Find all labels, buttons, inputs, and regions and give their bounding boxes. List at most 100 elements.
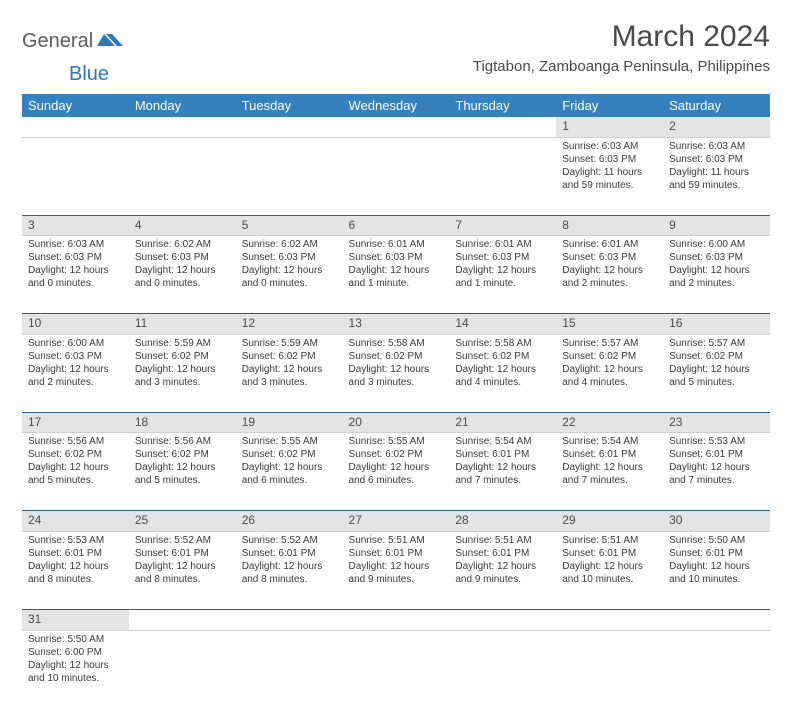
- day-content-cell: Sunrise: 5:59 AM Sunset: 6:02 PM Dayligh…: [236, 334, 343, 412]
- day-content-cell: Sunrise: 5:51 AM Sunset: 6:01 PM Dayligh…: [449, 531, 556, 609]
- day-info: Sunrise: 5:58 AM Sunset: 6:02 PM Dayligh…: [349, 337, 444, 389]
- day-info: Sunrise: 5:53 AM Sunset: 6:01 PM Dayligh…: [669, 435, 764, 487]
- location: Tigtabon, Zamboanga Peninsula, Philippin…: [473, 58, 770, 75]
- day-content-cell: Sunrise: 5:58 AM Sunset: 6:02 PM Dayligh…: [449, 334, 556, 412]
- day-content-cell: Sunrise: 6:02 AM Sunset: 6:03 PM Dayligh…: [236, 236, 343, 314]
- content-row: Sunrise: 5:56 AM Sunset: 6:02 PM Dayligh…: [22, 433, 770, 511]
- calendar-table: Sunday Monday Tuesday Wednesday Thursday…: [22, 94, 770, 708]
- day-number-cell: 7: [449, 215, 556, 236]
- content-row: Sunrise: 6:00 AM Sunset: 6:03 PM Dayligh…: [22, 334, 770, 412]
- day-content-cell: Sunrise: 5:59 AM Sunset: 6:02 PM Dayligh…: [129, 334, 236, 412]
- day-content-cell: Sunrise: 5:55 AM Sunset: 6:02 PM Dayligh…: [343, 433, 450, 511]
- day-number-cell: 30: [663, 511, 770, 532]
- day-content-cell: [236, 630, 343, 708]
- day-number-cell: [556, 609, 663, 630]
- day-number-cell: 24: [22, 511, 129, 532]
- day-info: Sunrise: 5:55 AM Sunset: 6:02 PM Dayligh…: [349, 435, 444, 487]
- day-info: Sunrise: 5:50 AM Sunset: 6:00 PM Dayligh…: [28, 633, 123, 685]
- day-content-cell: Sunrise: 5:52 AM Sunset: 6:01 PM Dayligh…: [236, 531, 343, 609]
- weekday-header: Sunday: [22, 94, 129, 117]
- daynum-row: 17181920212223: [22, 412, 770, 433]
- day-number-cell: 3: [22, 215, 129, 236]
- day-info: Sunrise: 5:53 AM Sunset: 6:01 PM Dayligh…: [28, 534, 123, 586]
- month-title: March 2024: [473, 20, 770, 54]
- day-number-cell: 1: [556, 117, 663, 137]
- day-number-cell: [663, 609, 770, 630]
- content-row: Sunrise: 6:03 AM Sunset: 6:03 PM Dayligh…: [22, 137, 770, 215]
- logo-text-blue: Blue: [69, 63, 109, 86]
- day-number-cell: 11: [129, 314, 236, 335]
- day-info: Sunrise: 5:51 AM Sunset: 6:01 PM Dayligh…: [349, 534, 444, 586]
- day-info: Sunrise: 6:01 AM Sunset: 6:03 PM Dayligh…: [455, 238, 550, 290]
- weekday-header-row: Sunday Monday Tuesday Wednesday Thursday…: [22, 94, 770, 117]
- day-number-cell: 27: [343, 511, 450, 532]
- day-info: Sunrise: 5:54 AM Sunset: 6:01 PM Dayligh…: [562, 435, 657, 487]
- day-info: Sunrise: 6:01 AM Sunset: 6:03 PM Dayligh…: [562, 238, 657, 290]
- day-number-cell: 2: [663, 117, 770, 137]
- day-number-cell: [343, 609, 450, 630]
- day-content-cell: Sunrise: 5:56 AM Sunset: 6:02 PM Dayligh…: [129, 433, 236, 511]
- day-content-cell: Sunrise: 5:53 AM Sunset: 6:01 PM Dayligh…: [22, 531, 129, 609]
- day-info: Sunrise: 5:50 AM Sunset: 6:01 PM Dayligh…: [669, 534, 764, 586]
- day-info: Sunrise: 6:03 AM Sunset: 6:03 PM Dayligh…: [669, 140, 764, 192]
- day-number-cell: [236, 117, 343, 137]
- day-info: Sunrise: 5:52 AM Sunset: 6:01 PM Dayligh…: [135, 534, 230, 586]
- day-content-cell: Sunrise: 6:03 AM Sunset: 6:03 PM Dayligh…: [22, 236, 129, 314]
- day-content-cell: Sunrise: 5:51 AM Sunset: 6:01 PM Dayligh…: [556, 531, 663, 609]
- daynum-row: 10111213141516: [22, 314, 770, 335]
- day-number-cell: 31: [22, 609, 129, 630]
- day-number-cell: 22: [556, 412, 663, 433]
- day-info: Sunrise: 5:55 AM Sunset: 6:02 PM Dayligh…: [242, 435, 337, 487]
- weekday-header: Friday: [556, 94, 663, 117]
- day-number-cell: [449, 609, 556, 630]
- weekday-header: Tuesday: [236, 94, 343, 117]
- daynum-row: 3456789: [22, 215, 770, 236]
- day-content-cell: Sunrise: 5:53 AM Sunset: 6:01 PM Dayligh…: [663, 433, 770, 511]
- day-info: Sunrise: 6:03 AM Sunset: 6:03 PM Dayligh…: [562, 140, 657, 192]
- day-info: Sunrise: 5:51 AM Sunset: 6:01 PM Dayligh…: [562, 534, 657, 586]
- day-number-cell: 28: [449, 511, 556, 532]
- day-content-cell: [663, 630, 770, 708]
- day-info: Sunrise: 5:56 AM Sunset: 6:02 PM Dayligh…: [28, 435, 123, 487]
- day-number-cell: 17: [22, 412, 129, 433]
- day-content-cell: [556, 630, 663, 708]
- day-info: Sunrise: 5:58 AM Sunset: 6:02 PM Dayligh…: [455, 337, 550, 389]
- day-number-cell: 20: [343, 412, 450, 433]
- logo: General: [22, 30, 125, 53]
- day-content-cell: Sunrise: 6:03 AM Sunset: 6:03 PM Dayligh…: [556, 137, 663, 215]
- day-info: Sunrise: 5:54 AM Sunset: 6:01 PM Dayligh…: [455, 435, 550, 487]
- day-info: Sunrise: 5:59 AM Sunset: 6:02 PM Dayligh…: [242, 337, 337, 389]
- day-content-cell: [343, 630, 450, 708]
- day-info: Sunrise: 6:00 AM Sunset: 6:03 PM Dayligh…: [669, 238, 764, 290]
- day-info: Sunrise: 6:02 AM Sunset: 6:03 PM Dayligh…: [242, 238, 337, 290]
- day-number-cell: 9: [663, 215, 770, 236]
- day-info: Sunrise: 5:59 AM Sunset: 6:02 PM Dayligh…: [135, 337, 230, 389]
- day-number-cell: 8: [556, 215, 663, 236]
- day-number-cell: 29: [556, 511, 663, 532]
- weekday-header: Saturday: [663, 94, 770, 117]
- day-number-cell: [449, 117, 556, 137]
- day-number-cell: [129, 609, 236, 630]
- day-content-cell: Sunrise: 5:50 AM Sunset: 6:01 PM Dayligh…: [663, 531, 770, 609]
- day-number-cell: 18: [129, 412, 236, 433]
- day-content-cell: [22, 137, 129, 215]
- calendar-body: 12 Sunrise: 6:03 AM Sunset: 6:03 PM Dayli…: [22, 117, 770, 708]
- logo-text-general: General: [22, 30, 93, 53]
- content-row: Sunrise: 5:53 AM Sunset: 6:01 PM Dayligh…: [22, 531, 770, 609]
- day-info: Sunrise: 6:00 AM Sunset: 6:03 PM Dayligh…: [28, 337, 123, 389]
- content-row: Sunrise: 6:03 AM Sunset: 6:03 PM Dayligh…: [22, 236, 770, 314]
- day-info: Sunrise: 6:01 AM Sunset: 6:03 PM Dayligh…: [349, 238, 444, 290]
- weekday-header: Thursday: [449, 94, 556, 117]
- daynum-row: 12: [22, 117, 770, 137]
- day-info: Sunrise: 5:57 AM Sunset: 6:02 PM Dayligh…: [562, 337, 657, 389]
- day-content-cell: Sunrise: 6:01 AM Sunset: 6:03 PM Dayligh…: [556, 236, 663, 314]
- day-number-cell: 16: [663, 314, 770, 335]
- day-content-cell: Sunrise: 6:00 AM Sunset: 6:03 PM Dayligh…: [22, 334, 129, 412]
- day-number-cell: 25: [129, 511, 236, 532]
- day-content-cell: Sunrise: 5:58 AM Sunset: 6:02 PM Dayligh…: [343, 334, 450, 412]
- day-content-cell: Sunrise: 6:01 AM Sunset: 6:03 PM Dayligh…: [343, 236, 450, 314]
- daynum-row: 31: [22, 609, 770, 630]
- flag-icon: [97, 30, 123, 53]
- day-number-cell: 10: [22, 314, 129, 335]
- day-info: Sunrise: 5:57 AM Sunset: 6:02 PM Dayligh…: [669, 337, 764, 389]
